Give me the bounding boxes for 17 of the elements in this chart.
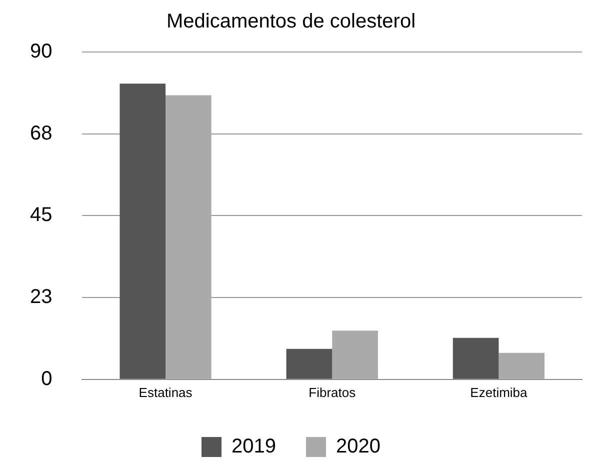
bar <box>498 352 545 379</box>
chart-title: Medicamentos de colesterol <box>166 10 416 33</box>
bar <box>452 338 499 379</box>
x-tick-label: Estatinas <box>138 384 193 400</box>
x-tick-label: Fibratos <box>308 384 356 400</box>
y-tick-label: 90 <box>30 40 52 63</box>
bar <box>120 84 166 379</box>
bar <box>286 348 332 379</box>
legend-label: 2020 <box>336 436 380 458</box>
x-tick-label: Ezetimiba <box>470 384 528 400</box>
y-tick-label: 0 <box>41 368 52 390</box>
y-tick-label: 45 <box>30 204 52 226</box>
bar <box>166 95 212 379</box>
bar <box>332 330 378 379</box>
y-tick-label: 68 <box>30 122 52 144</box>
legend-label: 2019 <box>232 436 276 458</box>
y-tick-label: 23 <box>30 286 52 308</box>
